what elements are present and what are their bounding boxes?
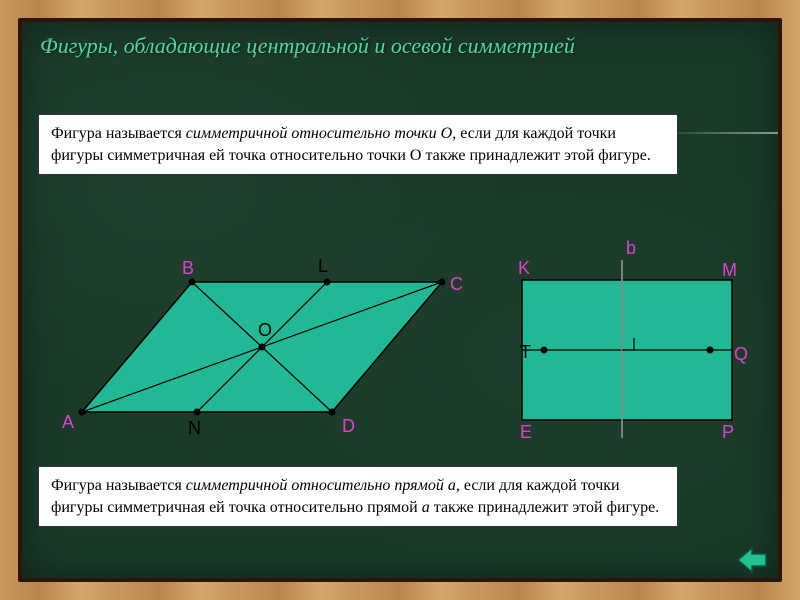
def2-italic2: а (422, 499, 430, 516)
def2-prefix: Фигура называется (51, 477, 186, 494)
def2-italic: симметричной относительно прямой а, (186, 477, 460, 494)
label-p: P (722, 422, 734, 443)
label-l: L (318, 256, 328, 277)
label-e: E (520, 422, 532, 443)
label-axis-b: b (626, 238, 636, 259)
pt-n (194, 409, 201, 416)
label-d: D (342, 416, 355, 437)
def1-prefix: Фигура называется (51, 125, 186, 142)
label-m: M (722, 260, 737, 281)
chalkboard: Фигуры, обладающие центральной и осевой … (18, 18, 782, 582)
geometry-svg (22, 232, 782, 462)
label-q: Q (734, 344, 748, 365)
pt-b (189, 279, 196, 286)
pt-a (79, 409, 86, 416)
pt-c (439, 279, 446, 286)
label-k: K (518, 258, 530, 279)
label-t: T (520, 342, 531, 363)
def2-suffix2: также принадлежит этой фигуре. (430, 499, 659, 516)
label-c: C (450, 274, 463, 295)
diagram-area: A B C D O L N K M E P T Q b (22, 232, 778, 462)
label-o: O (258, 320, 272, 341)
definition-axial-symmetry: Фигура называется симметричной относител… (38, 466, 678, 527)
nav-back-button[interactable] (736, 546, 768, 574)
back-arrow-icon (736, 546, 768, 574)
label-n: N (188, 418, 201, 439)
definition-central-symmetry: Фигура называется симметричной относител… (38, 114, 678, 175)
label-b: B (182, 258, 194, 279)
slide-title: Фигуры, обладающие центральной и осевой … (40, 32, 760, 61)
pt-d (329, 409, 336, 416)
pt-q (707, 347, 714, 354)
label-a: A (62, 412, 74, 433)
pt-l (324, 279, 331, 286)
pt-t (541, 347, 548, 354)
pt-o (259, 344, 266, 351)
wood-frame: Фигуры, обладающие центральной и осевой … (0, 0, 800, 600)
def1-italic: симметричной относительно точки О (186, 125, 452, 142)
